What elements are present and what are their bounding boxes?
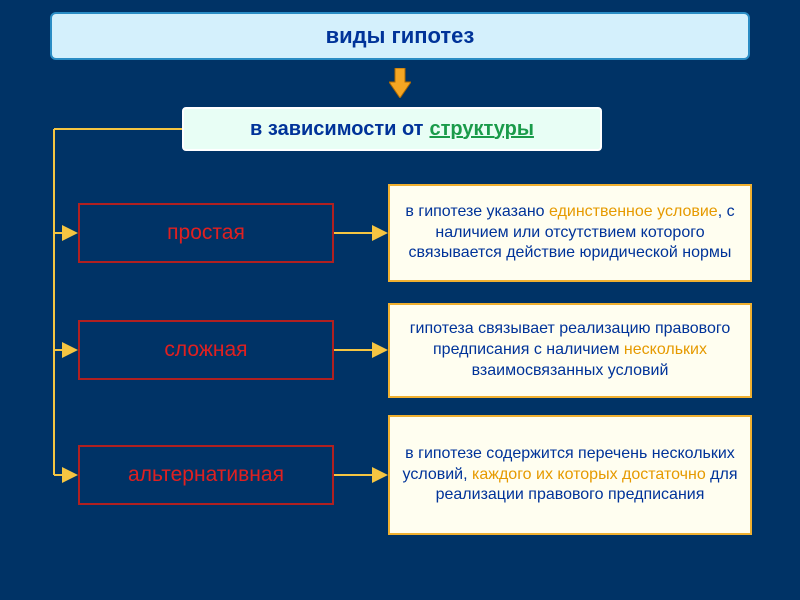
type-box: простая bbox=[78, 203, 334, 263]
type-box: альтернативная bbox=[78, 445, 334, 505]
desc-box: гипотеза связывает реализацию правового … bbox=[388, 303, 752, 398]
title-box: виды гипотез bbox=[50, 12, 750, 60]
desc-box: в гипотезе указано единственное условие,… bbox=[388, 184, 752, 282]
subtitle-box: в зависимости от структуры bbox=[182, 107, 602, 151]
subtitle-emphasis: структуры bbox=[429, 118, 533, 141]
title-text: виды гипотез bbox=[326, 23, 475, 49]
subtitle-prefix: в зависимости от bbox=[250, 118, 423, 141]
type-box: сложная bbox=[78, 320, 334, 380]
desc-box: в гипотезе содержится перечень нескольки… bbox=[388, 415, 752, 535]
arrow-down-icon bbox=[389, 68, 411, 98]
